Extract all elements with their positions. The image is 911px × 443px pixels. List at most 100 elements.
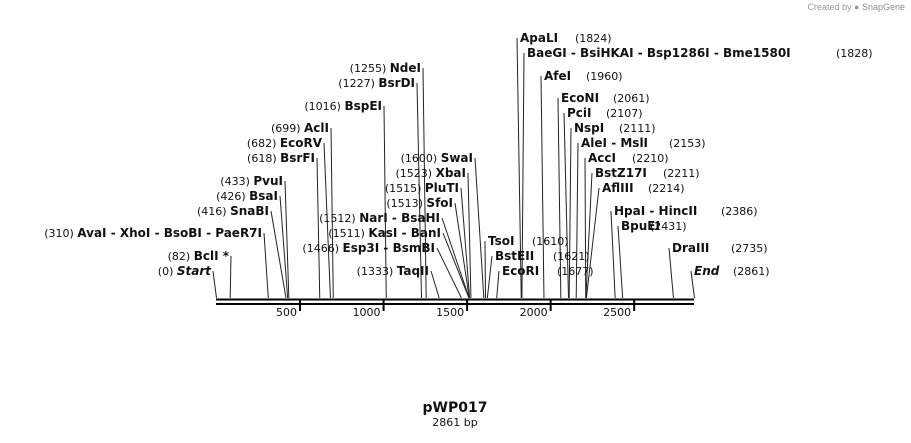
- enzyme-name: NarI: [359, 211, 388, 225]
- name-separator: -: [710, 46, 723, 60]
- site-label-tsoi[interactable]: TsoI(1610): [488, 234, 569, 248]
- site-label-xbai[interactable]: (1523) XbaI: [396, 166, 466, 180]
- site-labels: (0) Start(82) BclI * (310) AvaI - XhoI - …: [44, 31, 872, 278]
- enzyme-name: SfoI: [426, 196, 453, 210]
- site-label-swai[interactable]: (1600) SwaI: [401, 151, 473, 165]
- site-label-kasi[interactable]: (1511) KasI - BanI: [328, 226, 441, 240]
- svg-text:BstZ17I: BstZ17I: [595, 166, 647, 180]
- enzyme-name: BsmBI: [393, 241, 435, 255]
- site-position: (2211): [663, 167, 700, 180]
- site-label-avai[interactable]: (310) AvaI - XhoI - BsoBI - PaeR7I: [44, 226, 262, 240]
- site-leader-line: [230, 256, 231, 298]
- site-label-econi[interactable]: EcoNI(2061): [561, 91, 650, 105]
- site-position: (1960): [586, 70, 623, 83]
- enzyme-name: BclI *: [194, 249, 230, 263]
- name-separator: -: [202, 226, 215, 240]
- site-label-acci[interactable]: AccI(2210): [588, 151, 669, 165]
- site-leader-line: [475, 158, 484, 298]
- enzyme-name: BsiHKAI: [580, 46, 634, 60]
- site-position: (1255): [350, 62, 390, 75]
- site-label-end[interactable]: End(2861): [694, 264, 770, 278]
- name-separator: -: [397, 226, 410, 240]
- site-label-nari[interactable]: (1512) NarI - BsaHI: [319, 211, 440, 225]
- site-label-baegi[interactable]: BaeGI - BsiHKAI - Bsp1286I - Bme1580I(18…: [527, 46, 873, 60]
- svg-text:(1227) BsrDI: (1227) BsrDI: [338, 76, 415, 90]
- enzyme-name: NspI: [574, 121, 604, 135]
- enzyme-name: AccI: [588, 151, 616, 165]
- site-label-start[interactable]: (0) Start: [158, 264, 212, 278]
- site-label-pvui[interactable]: (433) PvuI: [220, 174, 283, 188]
- svg-text:(1513) SfoI: (1513) SfoI: [386, 196, 453, 210]
- site-leader-line: [431, 271, 439, 298]
- site-label-ndei[interactable]: (1255) NdeI: [350, 61, 421, 75]
- site-label-ecorv[interactable]: (682) EcoRV: [247, 136, 323, 150]
- site-position: (2107): [606, 107, 643, 120]
- site-position: (2386): [721, 205, 758, 218]
- site-label-hpai[interactable]: HpaI - HincII(2386): [614, 204, 758, 218]
- site-label-bstz17i[interactable]: BstZ17I (2211): [595, 166, 700, 180]
- site-label-apali[interactable]: ApaLI(1824): [520, 31, 612, 45]
- site-position: (2111): [619, 122, 656, 135]
- enzyme-name: Esp3I: [343, 241, 380, 255]
- svg-text:TsoI: TsoI: [488, 234, 514, 248]
- site-position: (310): [44, 227, 77, 240]
- site-label-draiii[interactable]: DraIII(2735): [672, 241, 768, 255]
- axis-tick-label: 2000: [520, 306, 548, 319]
- site-label-bsteii[interactable]: BstEII(1621): [495, 249, 590, 263]
- site-leader-line: [497, 271, 499, 298]
- snapgene-credit: Created by ● SnapGene: [807, 2, 905, 12]
- enzyme-name: TsoI: [488, 234, 514, 248]
- site-position: (699): [271, 122, 304, 135]
- site-label-taqii[interactable]: (1333) TaqII: [357, 264, 429, 278]
- enzyme-name: SnaBI: [230, 204, 269, 218]
- site-position: (1621): [553, 250, 590, 263]
- site-leader-line: [618, 226, 623, 298]
- site-label-pcii[interactable]: PciI (2107): [567, 106, 643, 120]
- site-position: (416): [197, 205, 230, 218]
- site-label-afei[interactable]: AfeI (1960): [544, 69, 623, 83]
- enzyme-name: AfeI: [544, 69, 571, 83]
- site-position: (1515): [385, 182, 425, 195]
- enzyme-name: MslI: [620, 136, 648, 150]
- site-leader-line: [213, 271, 217, 298]
- svg-text:(1515) PluTI: (1515) PluTI: [385, 181, 459, 195]
- enzyme-name: XhoI: [120, 226, 151, 240]
- site-label-pluti[interactable]: (1515) PluTI: [385, 181, 459, 195]
- site-position: (1523): [396, 167, 436, 180]
- site-position: (1466): [302, 242, 342, 255]
- enzyme-name: BstZ17I: [595, 166, 647, 180]
- site-label-ecori[interactable]: EcoRI(1677): [502, 264, 594, 278]
- enzyme-name: HincII: [659, 204, 698, 218]
- site-position: (618): [247, 152, 280, 165]
- site-label-acli[interactable]: (699) AclI: [271, 121, 329, 135]
- site-leader-line: [264, 233, 268, 298]
- plasmid-length: 2861 bp: [432, 416, 477, 429]
- site-label-bpuei[interactable]: BpuEI(2431): [621, 219, 687, 233]
- site-label-nspi[interactable]: NspI (2111): [574, 121, 656, 135]
- enzyme-name: SwaI: [441, 151, 473, 165]
- site-label-alei[interactable]: AleI - MslI(2153): [581, 136, 706, 150]
- enzyme-name: ApaLI: [520, 31, 558, 45]
- enzyme-name: NdeI: [390, 61, 421, 75]
- site-label-bsai[interactable]: (426) BsaI: [216, 189, 278, 203]
- axis-tick-label: 2500: [603, 306, 631, 319]
- site-label-snabi[interactable]: (416) SnaBI: [197, 204, 269, 218]
- site-position: (82): [168, 250, 194, 263]
- site-label-esp3i[interactable]: (1466) Esp3I - BsmBI: [302, 241, 435, 255]
- site-label-bcli[interactable]: (82) BclI *: [168, 249, 230, 263]
- site-label-bsrfi[interactable]: (618) BsrFI: [247, 151, 315, 165]
- site-label-afliii[interactable]: AflIII(2214): [602, 181, 685, 195]
- enzyme-name: AclI: [304, 121, 329, 135]
- site-label-sfoi[interactable]: (1513) SfoI: [386, 196, 453, 210]
- site-label-bspei[interactable]: (1016) BspEI: [304, 99, 382, 113]
- site-label-bsrdi[interactable]: (1227) BsrDI: [338, 76, 415, 90]
- svg-text:(310) AvaI - XhoI - BsoBI: (310) AvaI - XhoI - BsoBI - PaeR7I: [44, 226, 262, 240]
- svg-text:(433) PvuI: (433) PvuI: [220, 174, 283, 188]
- site-position: (1828): [836, 47, 873, 60]
- enzyme-name: PciI: [567, 106, 592, 120]
- enzyme-name: BsrDI: [378, 76, 415, 90]
- svg-text:(82) BclI *: (82) BclI *: [168, 249, 230, 263]
- site-position: (2431): [650, 220, 687, 233]
- site-position: (1227): [338, 77, 378, 90]
